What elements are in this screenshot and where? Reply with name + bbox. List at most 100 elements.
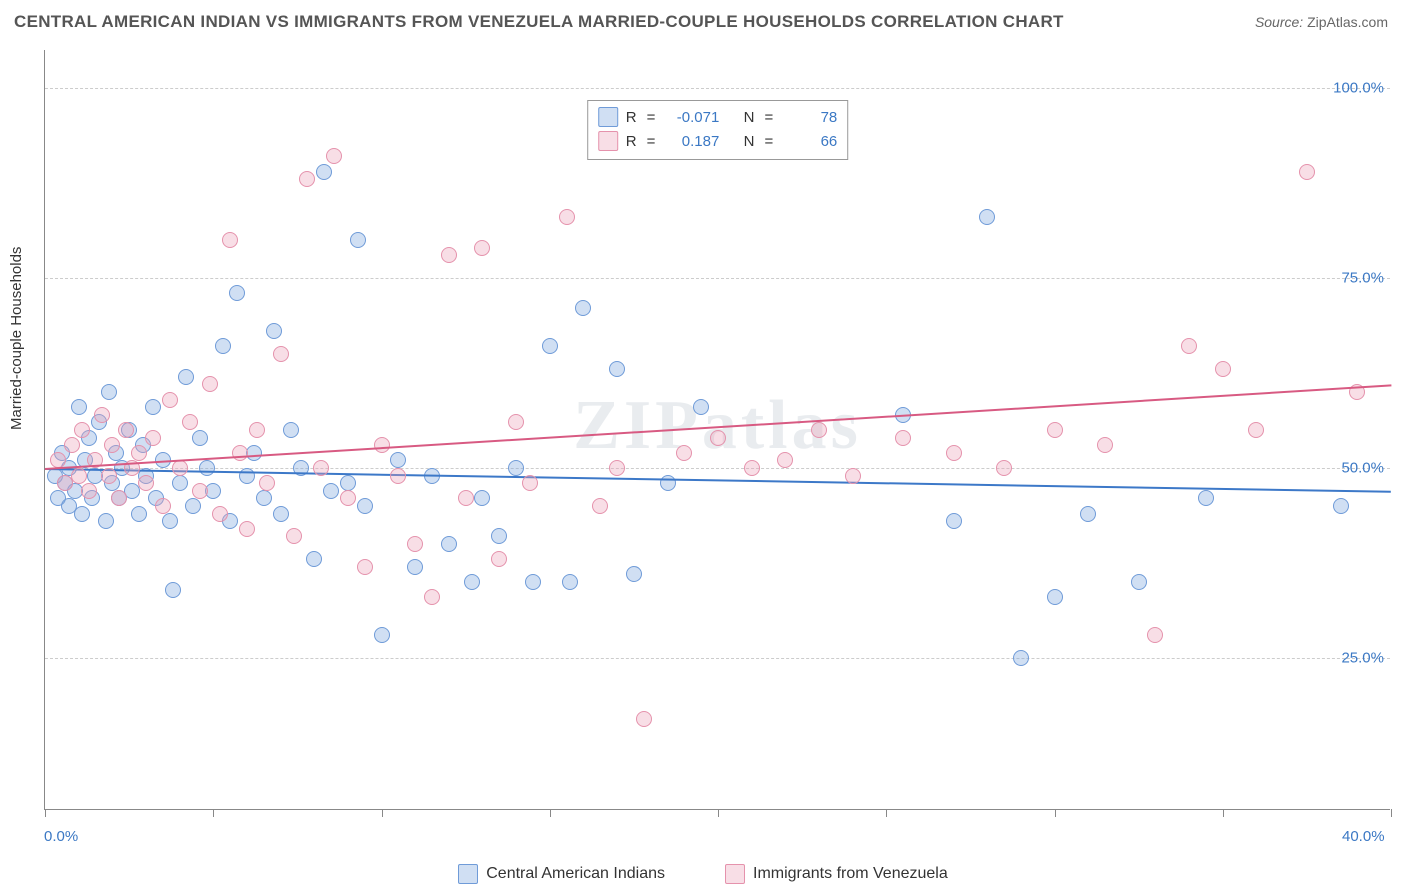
- scatter-point: [266, 323, 282, 339]
- stat-R-value-1: -0.071: [665, 109, 719, 126]
- scatter-point: [299, 171, 315, 187]
- scatter-point: [676, 445, 692, 461]
- scatter-point: [1013, 650, 1029, 666]
- scatter-point: [508, 460, 524, 476]
- scatter-point: [626, 566, 642, 582]
- scatter-point: [592, 498, 608, 514]
- scatter-point: [895, 430, 911, 446]
- scatter-point: [215, 338, 231, 354]
- scatter-point: [441, 247, 457, 263]
- scatter-point: [845, 468, 861, 484]
- scatter-point: [185, 498, 201, 514]
- scatter-point: [259, 475, 275, 491]
- x-tick-label: 40.0%: [1342, 828, 1385, 845]
- scatter-point: [525, 574, 541, 590]
- scatter-point: [162, 392, 178, 408]
- scatter-point: [636, 711, 652, 727]
- scatter-point: [374, 437, 390, 453]
- scatter-point: [256, 490, 272, 506]
- source-attribution: Source: ZipAtlas.com: [1255, 14, 1388, 30]
- x-tick: [550, 809, 551, 817]
- scatter-point: [458, 490, 474, 506]
- scatter-point: [98, 513, 114, 529]
- scatter-point: [222, 232, 238, 248]
- x-tick: [718, 809, 719, 817]
- scatter-point: [357, 498, 373, 514]
- scatter-point: [1047, 422, 1063, 438]
- scatter-point: [1299, 164, 1315, 180]
- scatter-point: [609, 460, 625, 476]
- scatter-point: [522, 475, 538, 491]
- legend-label-1: Central American Indians: [486, 865, 665, 883]
- scatter-point: [340, 490, 356, 506]
- scatter-point: [229, 285, 245, 301]
- scatter-point: [979, 209, 995, 225]
- scatter-point: [202, 376, 218, 392]
- scatter-point: [491, 551, 507, 567]
- x-tick: [45, 809, 46, 817]
- scatter-point: [508, 414, 524, 430]
- scatter-point: [165, 582, 181, 598]
- stat-N-label: N: [744, 109, 755, 126]
- scatter-point: [424, 589, 440, 605]
- scatter-point: [575, 300, 591, 316]
- stat-N-label: N: [744, 133, 755, 150]
- scatter-point: [118, 422, 134, 438]
- scatter-point: [111, 490, 127, 506]
- scatter-point: [491, 528, 507, 544]
- scatter-point: [1248, 422, 1264, 438]
- scatter-point: [357, 559, 373, 575]
- scatter-point: [74, 506, 90, 522]
- scatter-point: [239, 521, 255, 537]
- legend: Central American Indians Immigrants from…: [0, 864, 1406, 884]
- scatter-point: [693, 399, 709, 415]
- scatter-point: [390, 452, 406, 468]
- scatter-point: [145, 430, 161, 446]
- source-value: ZipAtlas.com: [1307, 14, 1388, 30]
- scatter-point: [94, 407, 110, 423]
- stat-N-value-2: 66: [783, 133, 837, 150]
- scatter-point: [562, 574, 578, 590]
- scatter-point: [710, 430, 726, 446]
- scatter-point: [559, 209, 575, 225]
- scatter-point: [104, 437, 120, 453]
- scatter-point: [323, 483, 339, 499]
- scatter-point: [64, 437, 80, 453]
- correlation-stats-box: R = -0.071 N = 78 R = 0.187 N = 66: [587, 100, 849, 160]
- scatter-point: [212, 506, 228, 522]
- scatter-point: [232, 445, 248, 461]
- trend-line: [45, 384, 1391, 470]
- scatter-point: [374, 627, 390, 643]
- scatter-point: [182, 414, 198, 430]
- scatter-point: [71, 468, 87, 484]
- scatter-point: [155, 498, 171, 514]
- scatter-point: [946, 513, 962, 529]
- scatter-point: [1131, 574, 1147, 590]
- scatter-point: [172, 460, 188, 476]
- scatter-point: [192, 483, 208, 499]
- gridline: [45, 658, 1390, 659]
- scatter-point: [390, 468, 406, 484]
- stats-row-series-1: R = -0.071 N = 78: [598, 105, 838, 129]
- scatter-point: [474, 490, 490, 506]
- scatter-point: [609, 361, 625, 377]
- x-tick-label: 0.0%: [44, 828, 78, 845]
- scatter-point: [74, 422, 90, 438]
- equals-sign: =: [765, 133, 774, 150]
- scatter-point: [542, 338, 558, 354]
- gridline: [45, 88, 1390, 89]
- swatch-series-1: [598, 107, 618, 127]
- y-axis-title: Married-couple Households: [8, 247, 25, 430]
- legend-item-1: Central American Indians: [458, 864, 665, 884]
- scatter-point: [138, 475, 154, 491]
- chart-title: CENTRAL AMERICAN INDIAN VS IMMIGRANTS FR…: [14, 12, 1064, 32]
- gridline: [45, 278, 1390, 279]
- stat-R-label: R: [626, 133, 637, 150]
- legend-label-2: Immigrants from Venezuela: [753, 865, 948, 883]
- scatter-point: [71, 399, 87, 415]
- scatter-point: [777, 452, 793, 468]
- scatter-point: [1181, 338, 1197, 354]
- scatter-point: [1047, 589, 1063, 605]
- scatter-point: [145, 399, 161, 415]
- scatter-point: [811, 422, 827, 438]
